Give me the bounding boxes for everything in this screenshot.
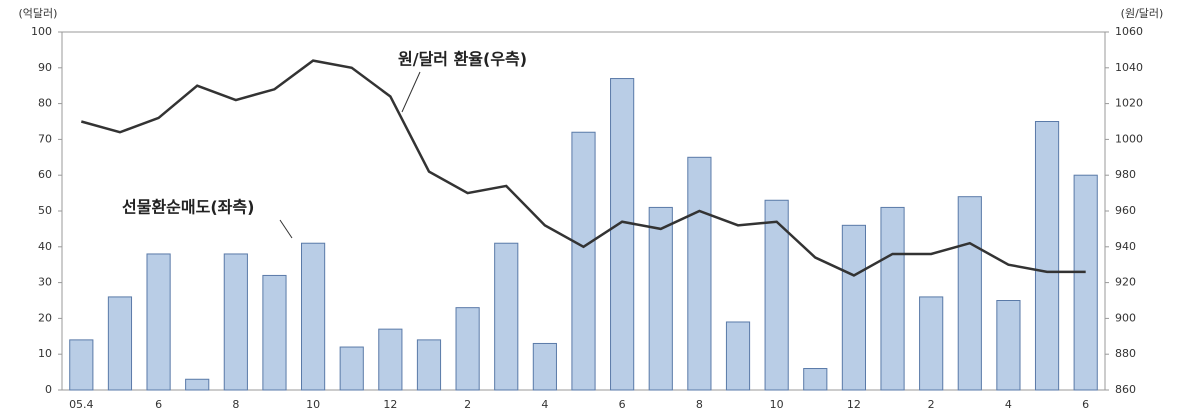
- bar: [532, 342, 557, 391]
- y-tick-label: 90: [38, 61, 52, 74]
- y2-tick-label: 920: [1115, 276, 1136, 289]
- bar: [185, 378, 210, 391]
- y2-tick-label: 1000: [1115, 132, 1143, 145]
- x-tick-label: 10: [770, 398, 784, 411]
- bar: [725, 321, 751, 391]
- bar: [494, 242, 519, 391]
- bar: [339, 346, 364, 391]
- bar: [996, 300, 1021, 391]
- y2-tick-label: 860: [1115, 383, 1136, 396]
- y-axis-label: (억달러): [19, 7, 58, 20]
- y-tick-label: 20: [38, 311, 52, 324]
- y2-axis-label: (원/달러): [1121, 7, 1164, 20]
- bar: [262, 274, 287, 391]
- pointer: [401, 71, 421, 113]
- bar: [223, 253, 248, 391]
- x-tick-label: 6: [619, 398, 626, 411]
- x-tick-label: 8: [232, 398, 239, 411]
- y2-tick-label: 960: [1115, 204, 1136, 217]
- x-tick-label: 6: [1082, 398, 1089, 411]
- y2-tick-label: 980: [1115, 168, 1136, 181]
- x-tick-label: 10: [306, 398, 320, 411]
- y2-tick-label: 1040: [1115, 61, 1143, 74]
- bar: [610, 78, 635, 391]
- y-tick-label: 100: [31, 25, 52, 38]
- y2-tick-label: 1020: [1115, 97, 1143, 110]
- bar: [455, 307, 480, 391]
- x-tick-label: 12: [383, 398, 397, 411]
- bar: [571, 131, 596, 391]
- bar: [803, 368, 828, 391]
- bar: [416, 339, 442, 391]
- y2-tick-label: 880: [1115, 347, 1136, 360]
- x-tick-label: 8: [696, 398, 703, 411]
- y-tick-label: 30: [38, 276, 52, 289]
- x-tick-label: 6: [155, 398, 162, 411]
- bar: [919, 296, 944, 391]
- y-tick-label: 50: [38, 204, 52, 217]
- y-tick-label: 40: [38, 240, 52, 253]
- y2-tick-label: 1060: [1115, 25, 1143, 38]
- x-tick-label: 2: [928, 398, 935, 411]
- series-label: 원/달러 환율(우측): [398, 50, 527, 69]
- y-tick-label: 80: [38, 97, 52, 110]
- x-tick-label: 2: [464, 398, 471, 411]
- line: [80, 59, 1086, 277]
- bar: [957, 196, 982, 391]
- bar: [841, 224, 866, 391]
- y-tick-label: 0: [45, 383, 52, 396]
- bar: [1034, 121, 1060, 391]
- y-tick-label: 60: [38, 168, 52, 181]
- x-tick-label: 12: [847, 398, 861, 411]
- x-tick-label: 4: [1005, 398, 1012, 411]
- y2-tick-label: 940: [1115, 240, 1136, 253]
- y-tick-label: 10: [38, 347, 52, 360]
- bar: [301, 242, 326, 391]
- bar: [880, 206, 905, 391]
- bar: [146, 253, 171, 391]
- y2-tick-label: 900: [1115, 311, 1136, 324]
- bar: [378, 328, 403, 391]
- pointer: [279, 219, 293, 239]
- bar: [107, 296, 133, 391]
- bar: [1073, 174, 1098, 391]
- bar: [69, 339, 94, 391]
- series-label: 선물환순매도(좌측): [122, 198, 254, 217]
- y-tick-label: 70: [38, 132, 52, 145]
- x-tick-label: 4: [541, 398, 548, 411]
- bar: [764, 199, 789, 391]
- bar: [687, 156, 712, 391]
- x-tick-label: 05.4: [69, 398, 94, 411]
- bar: [648, 206, 673, 391]
